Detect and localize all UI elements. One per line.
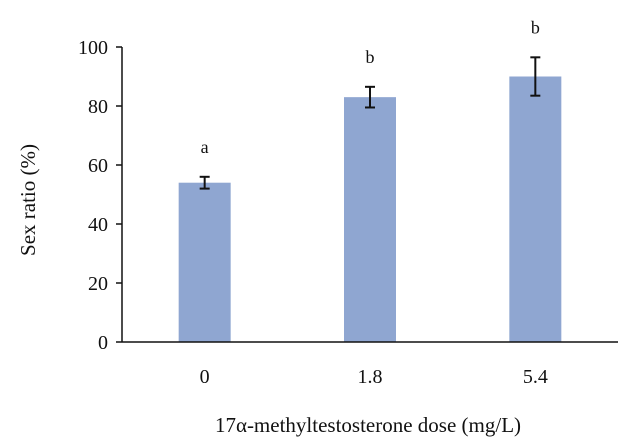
significance-label: a	[201, 137, 209, 157]
x-tick-label: 1.8	[358, 366, 383, 388]
y-tick-label: 20	[88, 273, 108, 295]
y-axis-label: Sex ratio (%)	[16, 144, 40, 256]
plot-area: a b b	[178, 17, 562, 343]
x-axis-label: 17α-methyltestosterone dose (mg/L)	[215, 413, 521, 437]
y-tick-label: 0	[98, 332, 108, 354]
y-tick-label: 100	[78, 37, 108, 59]
x-axis: 0 1.8 5.4	[122, 341, 618, 388]
x-tick-label: 5.4	[523, 366, 548, 388]
significance-label: b	[366, 47, 375, 67]
y-tick-label: 80	[88, 96, 108, 118]
y-axis: 0 20 40 60 80 100	[78, 37, 123, 354]
bar	[344, 97, 396, 343]
significance-label: b	[531, 17, 540, 37]
y-tick-label: 40	[88, 214, 108, 236]
bar	[509, 76, 562, 342]
x-tick-label: 0	[200, 366, 210, 388]
y-tick-label: 60	[88, 155, 108, 177]
bar	[178, 182, 231, 342]
